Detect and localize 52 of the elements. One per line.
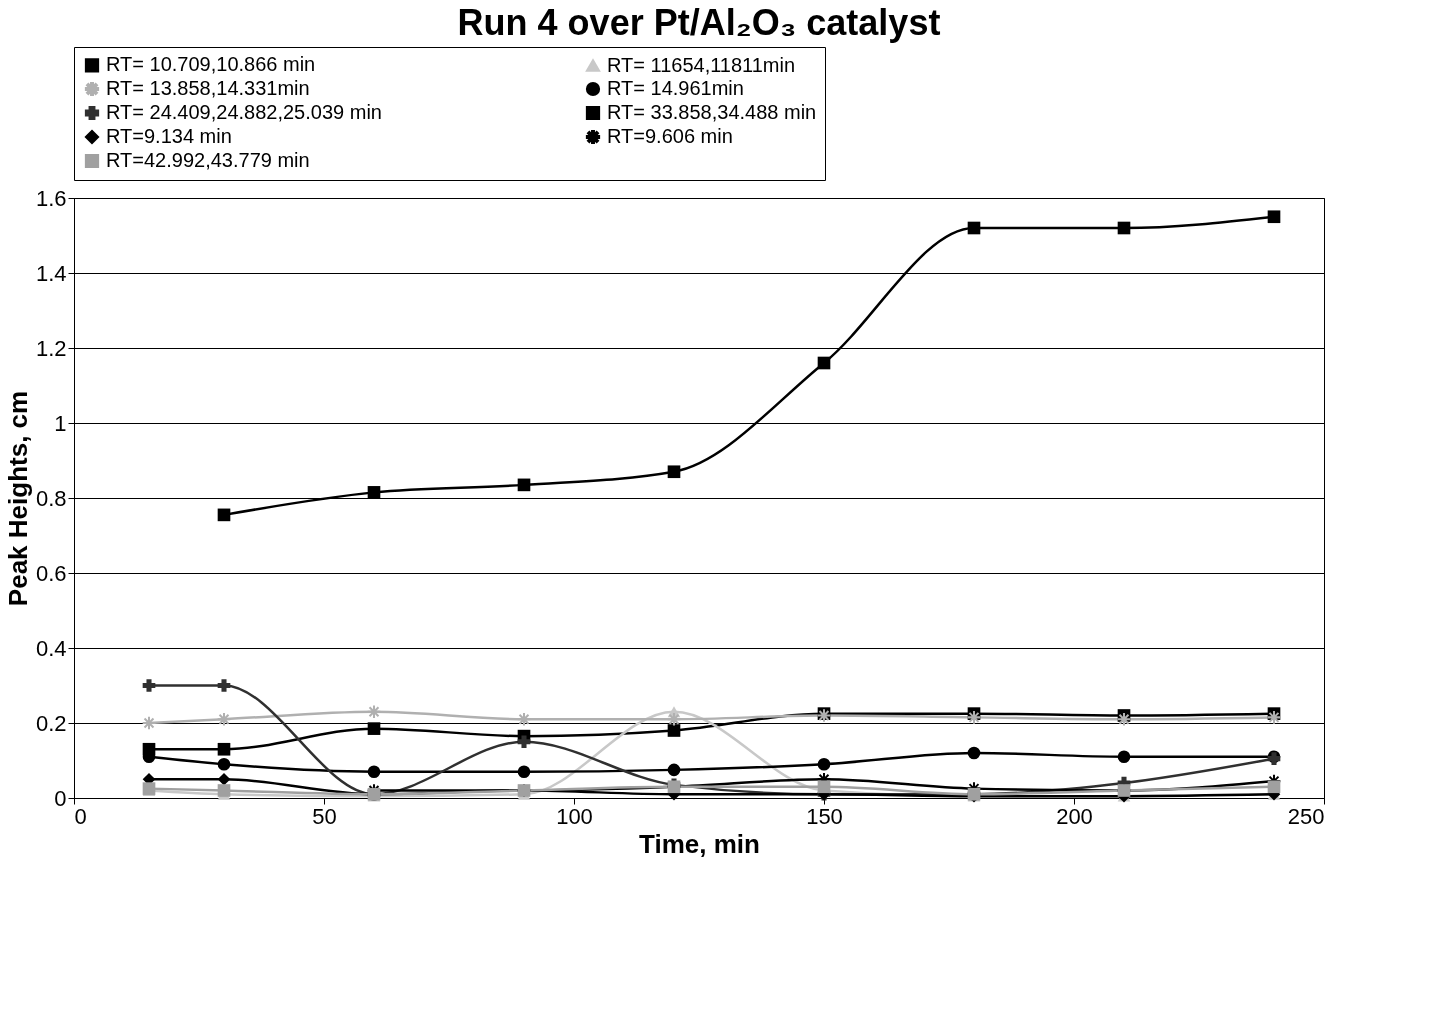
y-tick-label: 0 xyxy=(54,785,67,811)
x-tick-label: 0 xyxy=(74,803,87,829)
point xyxy=(367,486,381,499)
y-tick-label: 0.6 xyxy=(35,560,67,586)
legend-label: RT=42.992,43.779 min xyxy=(106,149,310,171)
point xyxy=(817,757,831,771)
point xyxy=(217,757,231,771)
point xyxy=(517,478,531,492)
point xyxy=(367,722,381,735)
point xyxy=(517,735,531,749)
y-tick-label: 0.8 xyxy=(35,485,67,511)
point xyxy=(1117,750,1131,764)
point xyxy=(667,763,681,777)
point xyxy=(1267,780,1281,794)
point xyxy=(217,772,231,786)
point xyxy=(217,742,231,756)
legend-label: RT= 13.858,14.331min xyxy=(106,77,310,99)
y-tick-label: 1 xyxy=(54,410,67,436)
x-tick-label: 200 xyxy=(1056,803,1093,829)
legend-label: RT= 14.961min xyxy=(607,77,744,99)
point xyxy=(142,679,156,692)
x-axis-title: Time, min xyxy=(639,828,760,859)
point xyxy=(517,765,531,779)
chart-title: Run 4 over Pt/Al₂O₃ catalyst xyxy=(457,1,941,43)
y-tick-label: 1.2 xyxy=(35,335,67,361)
point xyxy=(1267,210,1281,224)
point xyxy=(817,780,831,794)
legend-label: RT=9.606 min xyxy=(607,125,733,147)
point xyxy=(217,679,231,692)
legend-label: RT= 11654,11811min xyxy=(607,53,796,76)
y-tick-label: 0.2 xyxy=(35,710,67,736)
point xyxy=(667,465,681,479)
point xyxy=(367,765,381,779)
point xyxy=(817,356,831,370)
legend-label: RT=9.134 min xyxy=(106,125,232,147)
x-tick-label: 250 xyxy=(1287,803,1325,829)
point xyxy=(1117,221,1131,235)
y-axis-title: Peak Heights, cm xyxy=(2,390,33,607)
x-tick-label: 100 xyxy=(556,803,593,829)
y-tick-label: 1.6 xyxy=(35,185,67,211)
x-tick-label: 50 xyxy=(312,803,337,829)
legend-label: RT= 10.709,10.866 min xyxy=(106,53,316,76)
point xyxy=(217,784,231,797)
legend-label: RT= 24.409,24.882,25.039 min xyxy=(106,101,382,123)
point xyxy=(967,746,981,760)
point xyxy=(217,508,231,522)
point xyxy=(967,221,981,235)
y-tick-label: 0.4 xyxy=(35,635,67,661)
x-tick-label: 150 xyxy=(806,803,843,829)
point xyxy=(667,724,681,737)
legend-label: RT= 33.858,34.488 min xyxy=(607,101,817,123)
y-tick-label: 1.4 xyxy=(35,260,67,286)
